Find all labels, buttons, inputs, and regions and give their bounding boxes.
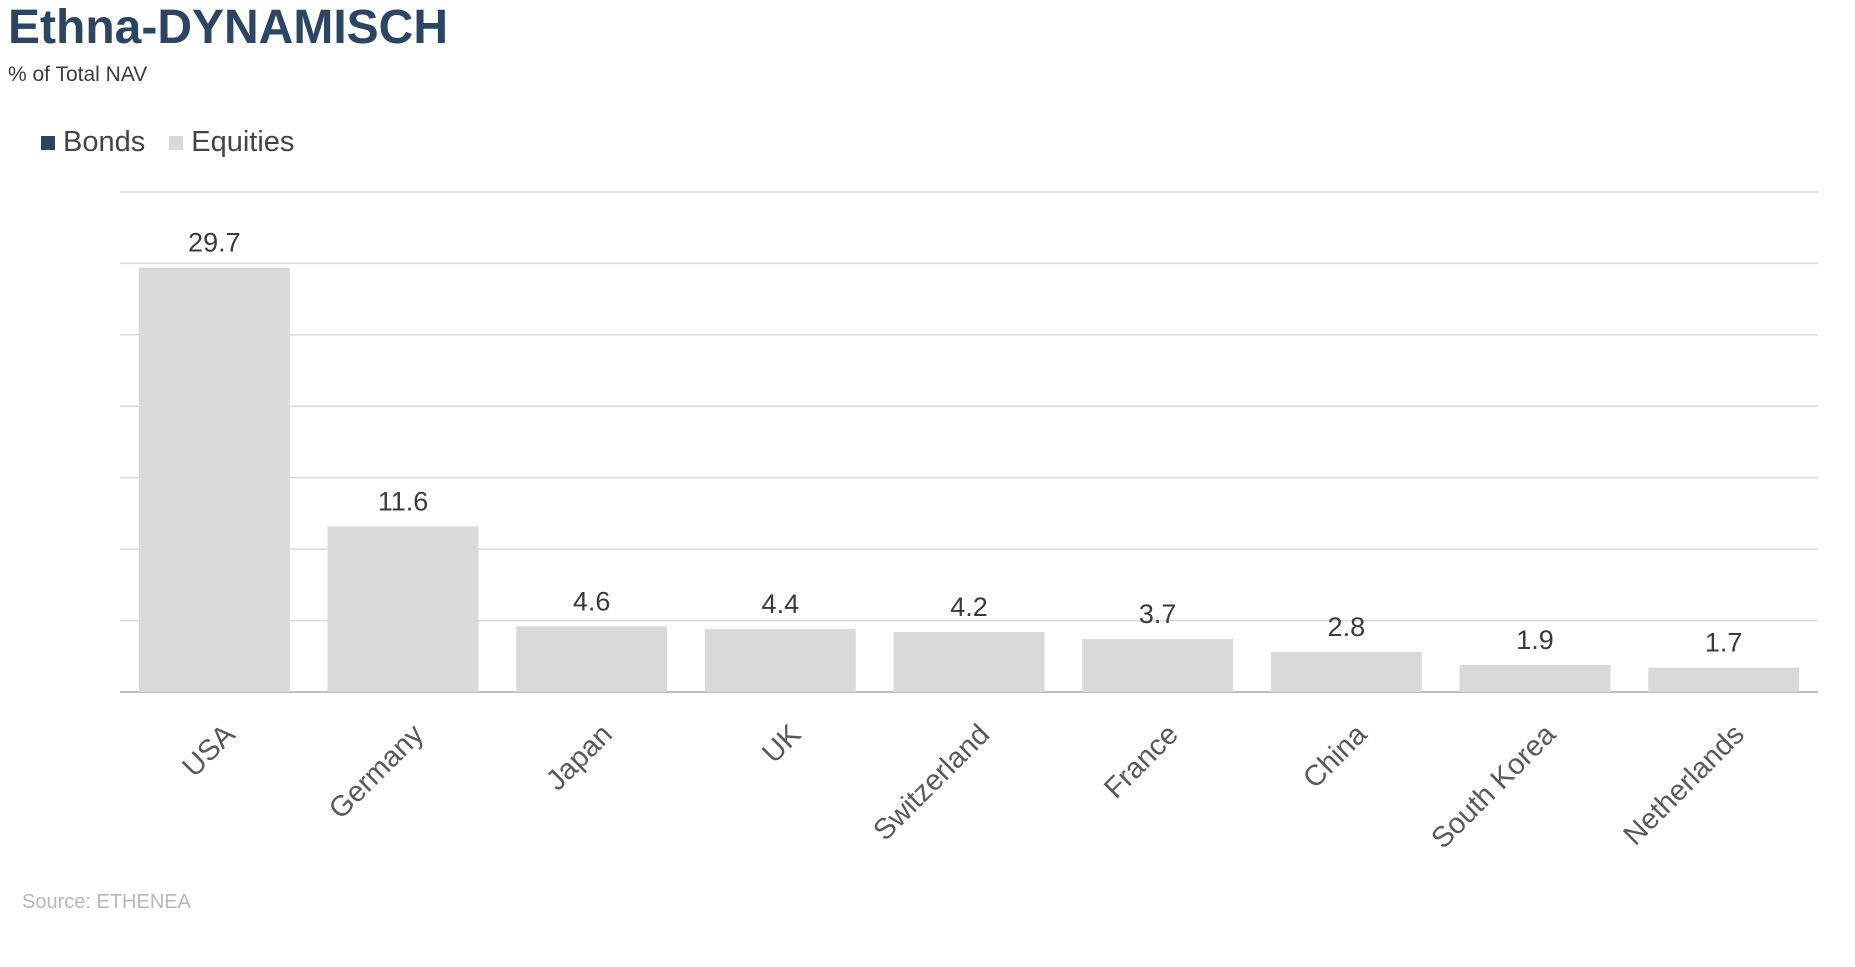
x-tick-label-usa: USA: [177, 718, 242, 783]
x-tick-label-uk: UK: [756, 718, 808, 770]
bar-equities-china: [1270, 652, 1422, 692]
data-label-japan: 4.6: [573, 586, 611, 616]
legend-label-equities: Equities: [191, 126, 295, 158]
x-tick-label-japan: Japan: [540, 718, 618, 796]
data-label-china: 2.8: [1328, 612, 1366, 642]
bar-equities-france: [1082, 639, 1234, 692]
x-tick-label-switzerland: Switzerland: [867, 718, 996, 847]
x-tick-label-france: France: [1098, 718, 1184, 804]
legend: Bonds Equities: [41, 128, 294, 157]
legend-label-bonds: Bonds: [63, 126, 146, 158]
bar-equities-usa: [138, 267, 290, 692]
data-label-uk: 4.4: [762, 589, 800, 619]
legend-swatch-equities: [169, 135, 184, 150]
chart-subtitle: % of Total NAV: [8, 63, 148, 86]
bar-equities-japan: [516, 626, 668, 692]
bar-equities-switzerland: [893, 632, 1045, 692]
x-tick-label-south-korea: South Korea: [1425, 718, 1562, 855]
legend-item-equities: Equities: [169, 128, 294, 157]
bar-equities-netherlands: [1648, 667, 1800, 692]
data-label-switzerland: 4.2: [950, 592, 988, 622]
legend-swatch-bonds: [41, 135, 55, 150]
x-tick-label-netherlands: Netherlands: [1618, 718, 1751, 851]
bar-equities-uk: [704, 629, 856, 692]
x-tick-label-germany: Germany: [323, 718, 430, 825]
data-label-germany: 11.6: [378, 486, 429, 516]
source-note: Source: ETHENEA: [22, 891, 191, 913]
legend-item-bonds: Bonds: [41, 128, 145, 157]
data-label-usa: 29.7: [188, 228, 241, 258]
chart-title: Ethna-DYNAMISCH: [8, 1, 448, 54]
bar-equities-south-korea: [1459, 664, 1611, 692]
data-label-south-korea: 1.9: [1516, 625, 1554, 655]
data-label-netherlands: 1.7: [1705, 628, 1743, 658]
x-tick-label-china: China: [1297, 718, 1374, 795]
bar-equities-germany: [327, 526, 479, 692]
data-label-france: 3.7: [1139, 599, 1177, 629]
